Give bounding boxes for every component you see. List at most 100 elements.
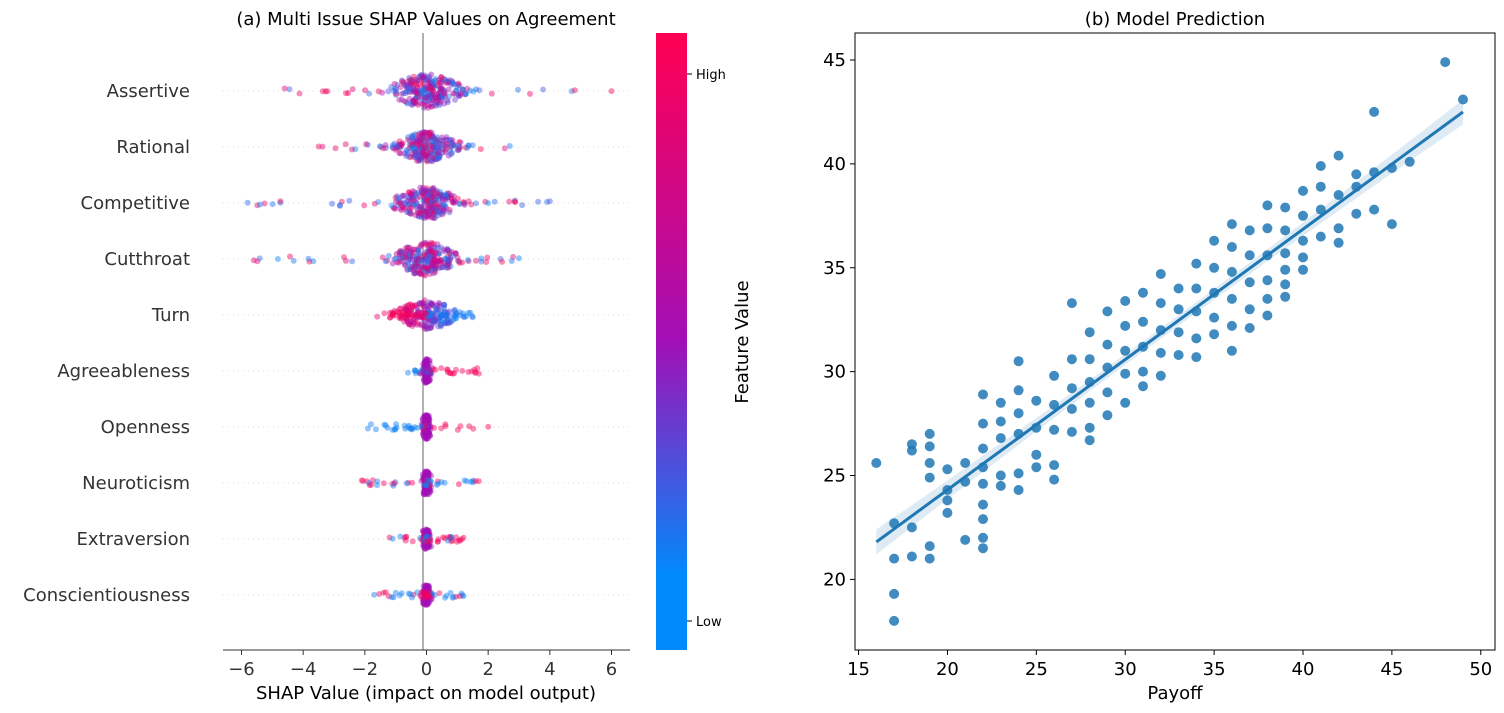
- shap-dot: [382, 258, 389, 265]
- shap-dot: [439, 76, 446, 83]
- shap-dot: [418, 242, 425, 248]
- shap-dot: [399, 310, 406, 317]
- shap-dot: [457, 90, 464, 97]
- shap-dot: [432, 265, 439, 272]
- shap-dot: [420, 129, 427, 136]
- shap-dot: [438, 74, 445, 81]
- shap-dot: [448, 81, 455, 88]
- shap-dot: [425, 267, 432, 274]
- shap-dot: [430, 318, 437, 325]
- shap-dot: [432, 265, 439, 272]
- shap-dot: [428, 301, 435, 308]
- shap-dot: [429, 203, 436, 210]
- shap-dot: [409, 303, 416, 309]
- shap-dot: [422, 257, 429, 264]
- shap-dot: [428, 91, 435, 98]
- shap-dot: [420, 367, 427, 373]
- shap-dot: [405, 310, 412, 317]
- shap-dot: [427, 311, 434, 318]
- shap-dot: [444, 99, 451, 106]
- shap-dot: [410, 137, 417, 144]
- shap-dot: [441, 260, 448, 267]
- shap-dot: [449, 137, 456, 144]
- shap-dot: [423, 136, 430, 143]
- shap-dot: [396, 248, 403, 255]
- shap-dot: [546, 198, 553, 205]
- shap-dot: [342, 141, 349, 148]
- shap-dot: [418, 88, 425, 95]
- shap-dot: [429, 144, 436, 151]
- shap-dot: [366, 90, 373, 97]
- shap-dot: [429, 259, 436, 266]
- shap-dot: [429, 103, 436, 110]
- shap-dot: [418, 257, 425, 264]
- shap-dot: [409, 193, 416, 200]
- shap-dot: [429, 192, 436, 199]
- shap-dot: [423, 325, 430, 332]
- shap-dot: [404, 312, 410, 318]
- prediction-point: [924, 541, 935, 552]
- shap-dot: [428, 80, 435, 87]
- shap-dot: [451, 198, 458, 205]
- shap-dot: [419, 94, 426, 101]
- shap-dot: [306, 258, 313, 265]
- shap-dot: [446, 250, 453, 257]
- shap-dot: [399, 78, 406, 85]
- shap-dot: [450, 193, 457, 200]
- shap-dot: [423, 201, 430, 208]
- shap-dot: [319, 143, 326, 150]
- shap-dot: [437, 84, 444, 91]
- shap-dot: [415, 313, 422, 320]
- shap-dot: [409, 246, 416, 253]
- shap-dot: [426, 246, 433, 253]
- shap-dot: [406, 321, 413, 328]
- shap-dot: [444, 369, 451, 376]
- shap-dot: [390, 310, 396, 317]
- shap-dot: [364, 141, 371, 148]
- shap-dot: [424, 258, 431, 265]
- shap-dot: [425, 424, 432, 430]
- shap-dot: [426, 367, 433, 374]
- shap-dot: [422, 413, 429, 420]
- shap-dot: [423, 86, 429, 92]
- prediction-point: [1155, 269, 1166, 279]
- shap-dot: [415, 141, 421, 148]
- shap-x-tick-label: −2: [352, 659, 379, 680]
- prediction-y-tick-label: 45: [823, 50, 846, 71]
- shap-dot: [416, 300, 423, 306]
- shap-dot: [425, 429, 432, 436]
- shap-dot: [427, 325, 434, 331]
- shap-dot: [442, 93, 449, 100]
- shap-dot: [431, 256, 438, 263]
- shap-dot: [425, 208, 432, 215]
- shap-dot: [425, 415, 432, 422]
- shap-dot: [436, 201, 443, 208]
- shap-dot: [421, 362, 428, 369]
- shap-dot: [422, 208, 428, 215]
- shap-dot: [443, 204, 449, 211]
- prediction-point: [889, 588, 900, 599]
- shap-dot: [422, 373, 429, 380]
- shap-dot: [447, 147, 454, 154]
- shap-dot: [445, 86, 452, 93]
- shap-dot: [423, 359, 430, 366]
- shap-dot: [438, 86, 445, 93]
- shap-dot: [374, 313, 381, 320]
- shap-dot: [439, 95, 446, 101]
- shap-dot: [423, 372, 430, 379]
- shap-dot: [425, 149, 432, 156]
- shap-dot: [437, 258, 444, 265]
- shap-dot: [426, 316, 433, 322]
- shap-dot: [392, 85, 399, 92]
- prediction-point: [1191, 333, 1202, 344]
- shap-dot: [407, 312, 413, 319]
- shap-dot: [451, 142, 458, 149]
- shap-dot: [424, 378, 431, 385]
- shap-dot: [432, 260, 438, 267]
- shap-dot: [440, 209, 447, 216]
- prediction-x-tick-label: 30: [1114, 659, 1137, 680]
- prediction-point: [1066, 426, 1077, 437]
- shap-dot: [403, 198, 410, 205]
- shap-dot: [432, 138, 439, 144]
